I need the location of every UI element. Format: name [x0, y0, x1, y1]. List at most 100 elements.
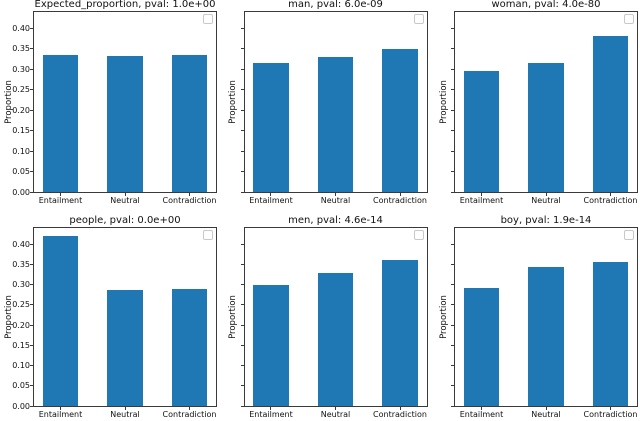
y-tick [451, 324, 455, 326]
bar-neutral [528, 266, 564, 406]
x-tick [59, 192, 61, 196]
y-tick [451, 89, 455, 91]
legend-empty-frame [624, 14, 634, 24]
y-tick-label: 0.30 [12, 280, 30, 290]
x-tick-label: Contradiction [162, 410, 217, 419]
y-tick [451, 365, 455, 367]
y-tick [451, 243, 455, 245]
y-tick-label: 0.10 [12, 361, 30, 371]
x-tick-label: Contradiction [373, 410, 427, 419]
x-tick [59, 406, 61, 410]
legend-empty-frame [203, 14, 213, 24]
y-tick [30, 243, 34, 245]
y-tick [30, 365, 34, 367]
y-tick [30, 48, 34, 50]
y-tick-label: 0.00 [12, 187, 30, 197]
y-tick [240, 27, 245, 29]
y-tick [240, 385, 245, 387]
bar-contradiction [592, 35, 629, 192]
bar-entailment [42, 236, 79, 406]
y-axis-label: Proportion [438, 80, 449, 124]
y-tick [240, 284, 245, 286]
y-tick [451, 48, 455, 50]
x-tick [270, 406, 272, 410]
bar-contradiction [592, 261, 629, 406]
y-tick [240, 191, 245, 193]
x-tick-label: Contradiction [583, 410, 638, 419]
legend-empty-frame [203, 230, 213, 240]
bar-neutral [317, 57, 354, 192]
x-tick [610, 406, 611, 410]
bar-entailment [463, 70, 500, 192]
y-tick-label: 0.40 [12, 23, 30, 33]
y-tick [30, 263, 34, 265]
y-tick [240, 263, 245, 265]
y-tick [240, 171, 245, 173]
bar-neutral [528, 62, 564, 192]
subplot-title: Expected_proportion, pval: 1.0e+00 [34, 0, 216, 10]
y-tick [451, 344, 455, 346]
subplot-men: men, pval: 4.6e-14 Proportion Entailment Ne… [228, 215, 428, 419]
y-tick-label: 0.25 [12, 85, 30, 95]
y-tick [240, 89, 245, 91]
y-tick [240, 405, 245, 407]
x-tick-label: Contradiction [162, 196, 217, 205]
bar-neutral [107, 56, 143, 192]
bar-contradiction [171, 55, 208, 192]
x-tick-label: Neutral [531, 196, 561, 205]
x-tick [399, 192, 401, 196]
y-tick [30, 191, 34, 193]
y-tick [240, 130, 245, 132]
y-tick [451, 191, 455, 193]
bar-contradiction [382, 48, 418, 192]
x-tick [480, 192, 482, 196]
x-tick-label: Neutral [320, 196, 351, 205]
y-tick [30, 304, 34, 306]
y-tick [451, 68, 455, 70]
x-tick [480, 406, 482, 410]
y-tick [451, 304, 455, 306]
y-tick-label: 0.05 [12, 381, 30, 391]
y-tick-label: 0.15 [12, 340, 30, 350]
y-tick [30, 89, 34, 91]
x-tick [270, 192, 272, 196]
y-tick [240, 304, 245, 306]
y-tick [30, 109, 34, 111]
y-tick [451, 385, 455, 387]
x-tick [335, 192, 336, 196]
y-tick-label: 0.05 [12, 167, 30, 177]
y-axis-label: Proportion [438, 295, 449, 339]
y-tick [30, 344, 34, 346]
y-tick [240, 243, 245, 245]
bar-neutral [317, 272, 354, 406]
y-tick [30, 324, 34, 326]
subplot-woman: woman, pval: 4.0e-80 Proportion Entailment… [439, 0, 638, 205]
y-tick [30, 171, 34, 173]
y-tick-label: 0.35 [12, 259, 30, 269]
x-tick-label: Contradiction [583, 196, 638, 205]
legend-empty-frame [413, 230, 424, 240]
y-tick [30, 284, 34, 286]
subplot-title: man, pval: 6.0e-09 [288, 0, 383, 10]
bar-entailment [253, 284, 289, 406]
x-tick [124, 406, 126, 410]
y-tick [30, 150, 34, 152]
y-tick [30, 130, 34, 132]
x-tick-label: Entailment [459, 196, 504, 205]
y-tick-label: 0.20 [12, 105, 30, 115]
bar-neutral [107, 289, 143, 406]
x-tick-label: Neutral [320, 410, 351, 419]
y-tick [240, 109, 245, 111]
y-tick [30, 27, 34, 29]
legend-empty-frame [624, 230, 634, 240]
subplot-boy: boy, pval: 1.9e-14 Proportion Entailment Ne… [439, 215, 638, 419]
x-tick-label: Entailment [38, 410, 83, 419]
y-tick [451, 109, 455, 111]
y-tick [451, 263, 455, 265]
y-tick [451, 405, 455, 407]
subplot-title: woman, pval: 4.0e-80 [491, 0, 601, 10]
x-tick-label: Entailment [38, 196, 83, 205]
x-tick-label: Entailment [249, 410, 293, 419]
y-tick [240, 68, 245, 70]
x-tick [610, 192, 611, 196]
